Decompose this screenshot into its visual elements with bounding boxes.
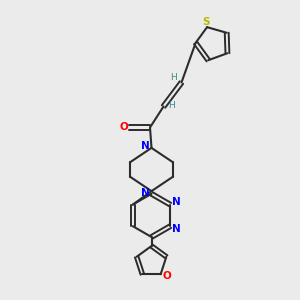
Text: N: N [172, 197, 181, 207]
Text: O: O [119, 122, 128, 132]
Text: S: S [202, 17, 209, 27]
Text: N: N [140, 141, 149, 152]
Text: H: H [169, 101, 175, 110]
Text: N: N [172, 224, 181, 234]
Text: N: N [140, 188, 149, 198]
Text: H: H [170, 74, 176, 82]
Text: O: O [163, 271, 172, 281]
